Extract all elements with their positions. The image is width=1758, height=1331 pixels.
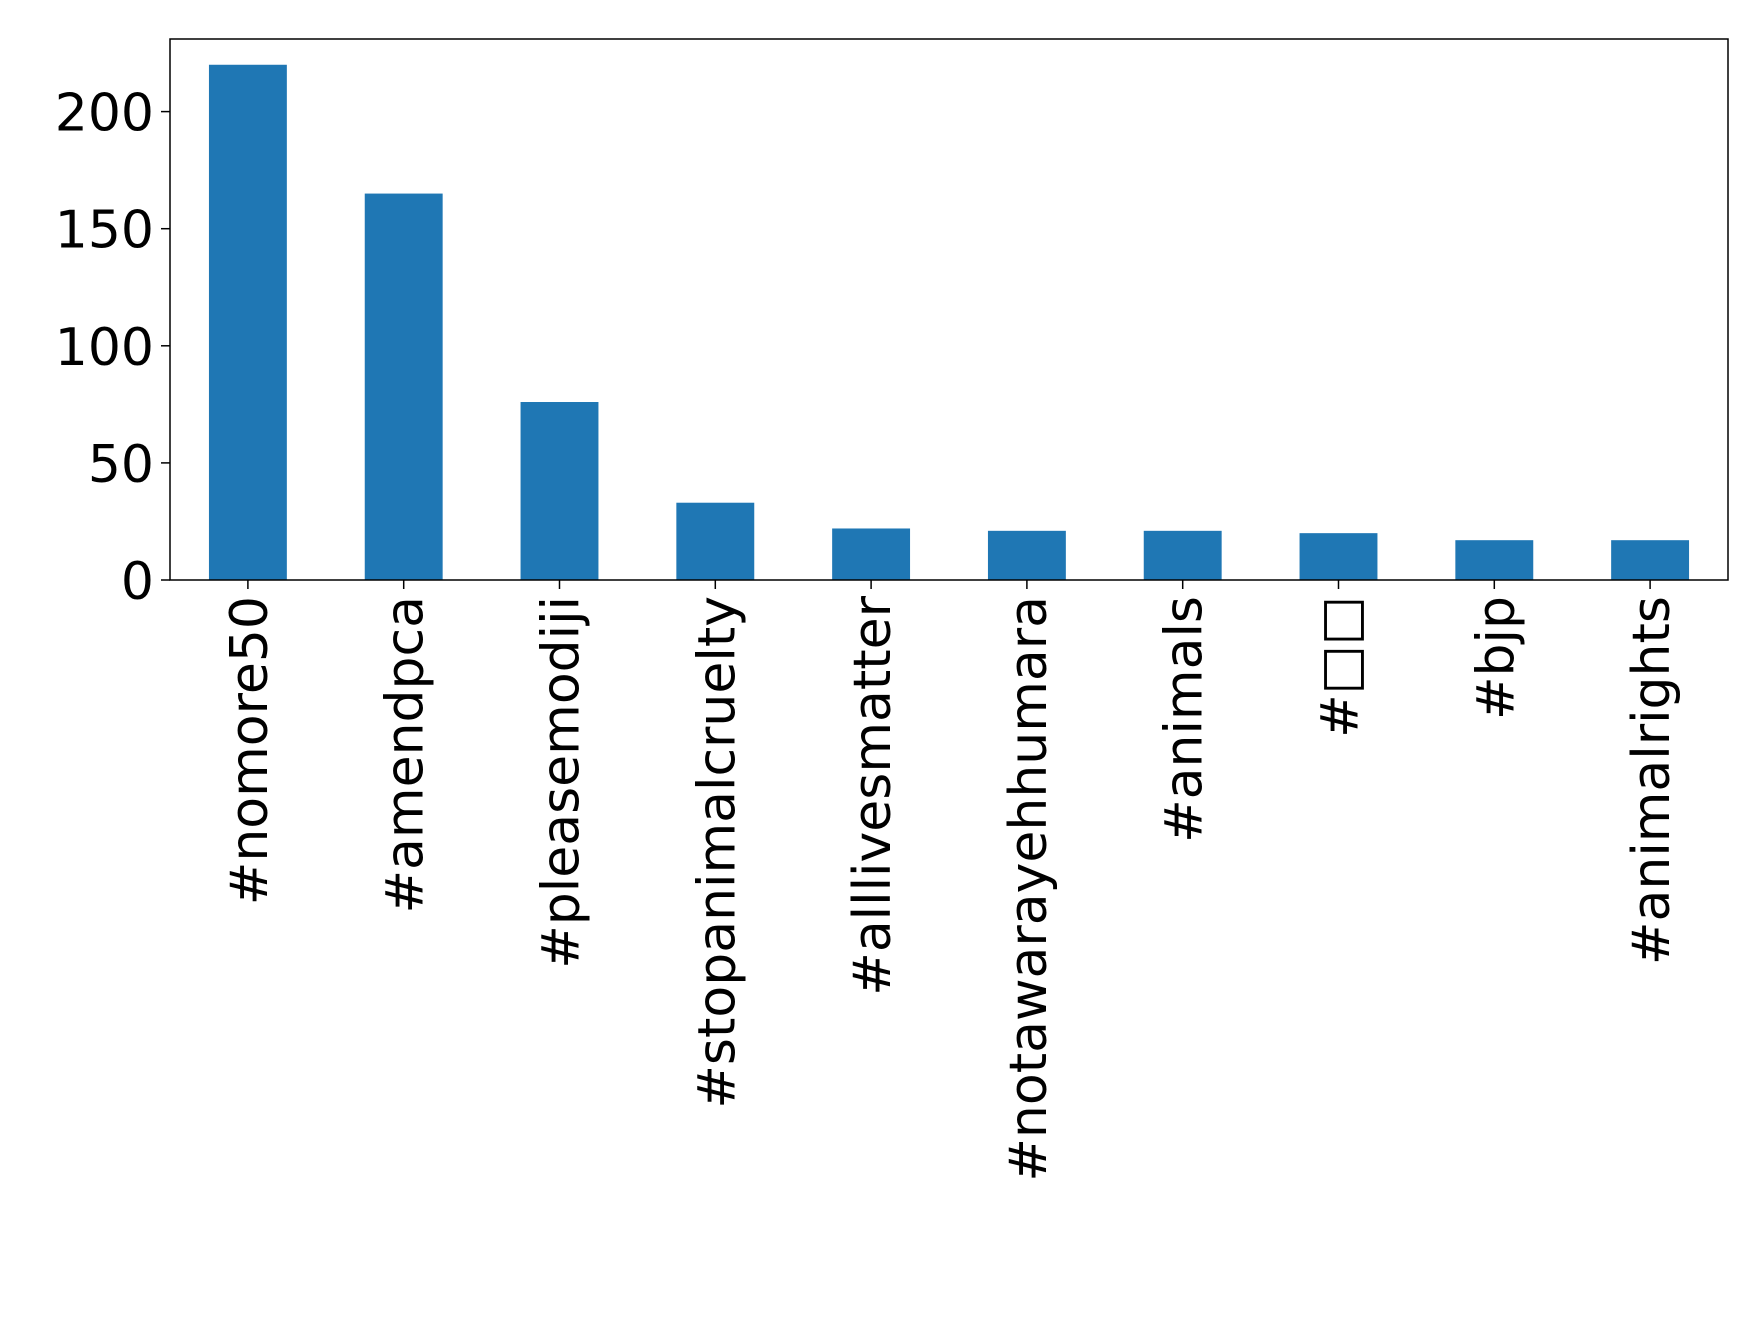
x-tick-label: #alllivesmatter bbox=[843, 595, 903, 995]
bar bbox=[1611, 540, 1690, 580]
y-tick-label: 200 bbox=[55, 84, 154, 144]
bar bbox=[1143, 530, 1222, 580]
x-tick-label: #nomore50 bbox=[220, 596, 280, 905]
bar bbox=[1455, 540, 1534, 580]
bar bbox=[987, 530, 1066, 580]
y-tick-label: 150 bbox=[55, 201, 154, 261]
bar bbox=[1299, 533, 1378, 580]
x-tick-label: #notawarayehhumara bbox=[999, 596, 1059, 1182]
y-tick-label: 100 bbox=[55, 318, 154, 378]
x-tick-label: #animals bbox=[1155, 596, 1215, 843]
x-tick-label: #animalrights bbox=[1622, 596, 1682, 965]
x-tick-label: #amendpca bbox=[376, 596, 436, 914]
bar bbox=[520, 402, 599, 580]
x-tick-label: #□□ bbox=[1311, 596, 1371, 738]
bar bbox=[208, 64, 287, 580]
axes-frame bbox=[169, 38, 1729, 581]
y-tick-label: 0 bbox=[121, 552, 154, 612]
bar bbox=[364, 193, 443, 581]
x-tick-label: #pleasemodiji bbox=[532, 596, 592, 969]
x-tick-label: #bjp bbox=[1466, 596, 1526, 720]
bar bbox=[676, 502, 755, 580]
y-tick-label: 50 bbox=[88, 435, 154, 495]
x-tick-label: #stopanimalcruelty bbox=[687, 596, 747, 1109]
bar bbox=[832, 528, 911, 580]
